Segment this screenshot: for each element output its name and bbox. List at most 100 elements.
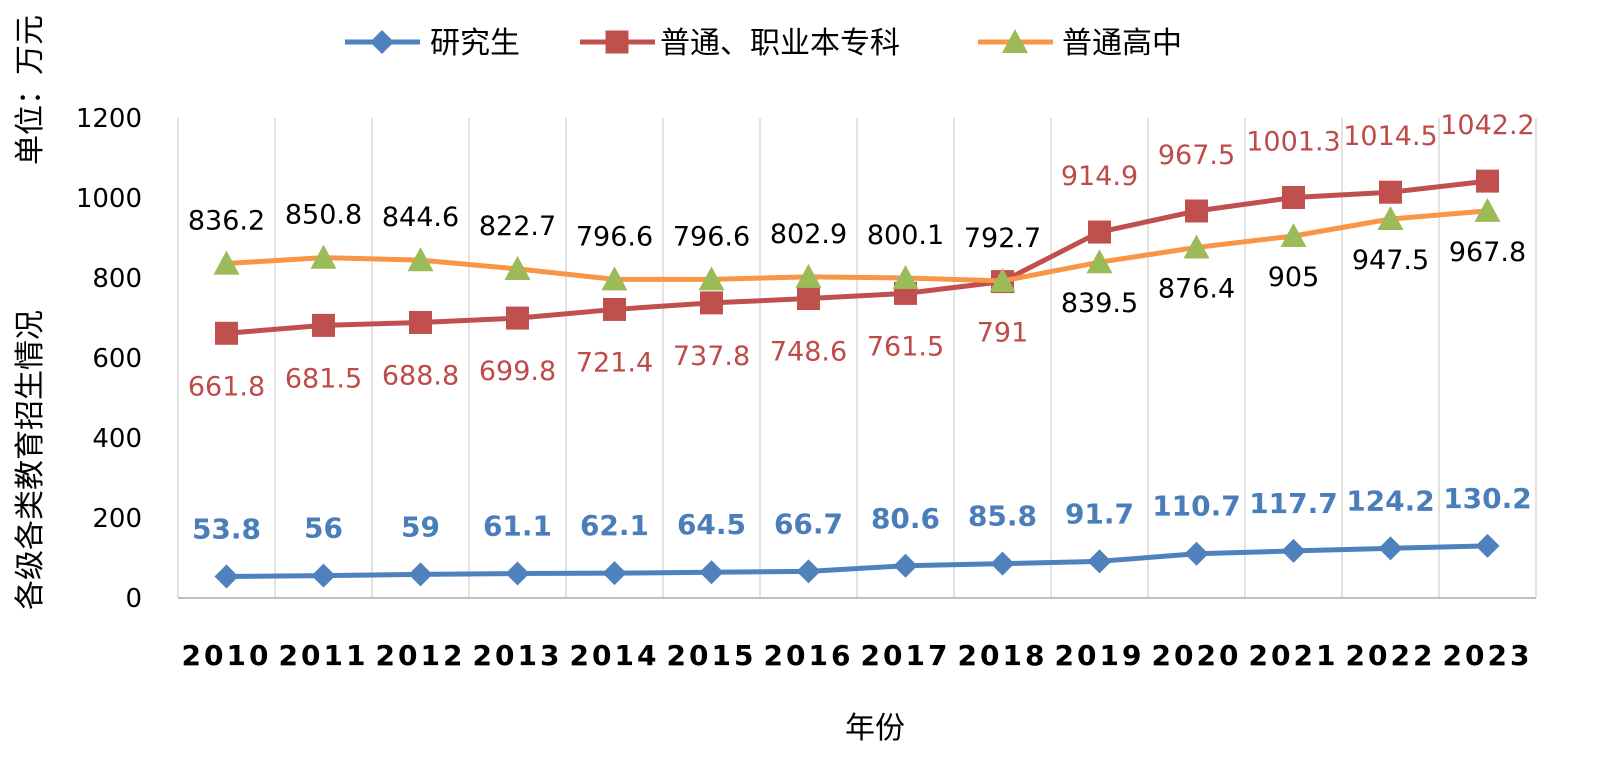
y-tick-label: 0 <box>125 584 142 614</box>
data-point-marker <box>797 287 820 311</box>
data-label: 64.5 <box>677 508 746 541</box>
x-tick-label: 2012 <box>376 639 466 672</box>
x-tick-label: 2010 <box>182 639 272 672</box>
legend-label: 普通、职业本专科 <box>660 26 900 61</box>
data-label: 850.8 <box>285 200 362 231</box>
data-point-marker <box>1183 234 1210 259</box>
data-point-marker <box>504 255 531 280</box>
data-label: 661.8 <box>188 371 265 402</box>
data-label: 130.2 <box>1443 482 1532 515</box>
x-tick-label: 2015 <box>667 639 757 672</box>
legend-swatch-marker <box>370 30 394 54</box>
data-label: 721.4 <box>576 347 653 378</box>
data-point-marker <box>1282 185 1305 209</box>
data-label: 947.5 <box>1352 245 1429 276</box>
x-tick-label: 2016 <box>764 639 854 672</box>
data-point-marker <box>700 291 723 315</box>
y-tick-label: 1200 <box>76 104 142 134</box>
data-point-marker <box>892 264 919 290</box>
y-tick-label: 600 <box>92 344 142 374</box>
legend-label: 普通高中 <box>1062 26 1182 61</box>
data-point-marker <box>602 561 627 586</box>
data-label: 1001.3 <box>1246 126 1340 157</box>
data-point-marker <box>1087 549 1112 574</box>
data-label: 62.1 <box>580 509 649 542</box>
data-label: 124.2 <box>1346 484 1435 517</box>
data-point-marker <box>1184 541 1209 566</box>
data-label: 802.9 <box>770 219 847 250</box>
x-tick-label: 2020 <box>1152 639 1242 672</box>
data-label: 59 <box>401 510 440 543</box>
data-point-marker <box>893 553 918 578</box>
data-point-marker <box>990 551 1015 576</box>
x-tick-label: 2018 <box>958 639 1048 672</box>
data-labels: 53.8 56 59 61.1 62.1 64.5 66.7 80.6 85.8 91.7 110.… <box>188 110 1535 545</box>
data-label: 796.6 <box>576 221 653 252</box>
data-point-marker <box>1281 538 1306 563</box>
data-label: 688.8 <box>382 360 459 391</box>
x-tick-label: 2011 <box>279 639 369 672</box>
data-label: 822.7 <box>479 211 556 242</box>
data-point-marker <box>214 564 239 589</box>
data-label: 737.8 <box>673 341 750 372</box>
data-label: 80.6 <box>871 502 940 535</box>
data-label: 56 <box>304 512 343 545</box>
data-label: 681.5 <box>285 363 362 394</box>
data-point-marker <box>1280 223 1307 248</box>
data-point-marker <box>1475 533 1500 558</box>
legend-item: 普通高中 <box>978 26 1182 61</box>
legend-item: 研究生 <box>345 26 520 61</box>
data-point-marker <box>699 560 724 585</box>
data-point-marker <box>409 310 432 334</box>
data-point-marker <box>1086 249 1113 274</box>
data-label: 748.6 <box>770 337 847 368</box>
data-label: 876.4 <box>1158 273 1235 304</box>
series-line <box>224 543 1490 579</box>
grid-lines <box>177 118 1537 598</box>
series-line <box>224 178 1490 336</box>
data-point-marker <box>989 267 1016 292</box>
data-point-marker <box>1379 180 1402 204</box>
x-axis-title: 年份 <box>845 711 905 746</box>
data-label: 914.9 <box>1061 161 1138 192</box>
data-label: 967.5 <box>1158 140 1235 171</box>
data-point-marker <box>796 559 821 584</box>
y-tick-label: 800 <box>92 264 142 294</box>
y-tick-label: 400 <box>92 424 142 454</box>
data-label: 1014.5 <box>1343 121 1437 152</box>
data-point-marker <box>312 313 335 337</box>
data-label: 839.5 <box>1061 288 1138 319</box>
legend-swatch-marker <box>605 30 629 54</box>
data-label: 791 <box>977 318 1029 349</box>
data-label: 117.7 <box>1249 487 1338 520</box>
data-point-marker <box>698 266 725 291</box>
x-tick-label: 2017 <box>861 639 951 672</box>
x-tick-label: 2014 <box>570 639 660 672</box>
data-point-marker <box>601 266 628 291</box>
data-label: 792.7 <box>964 223 1041 254</box>
series-line <box>224 208 1490 284</box>
x-tick-label: 2023 <box>1443 639 1533 672</box>
y-tick-label: 1000 <box>76 184 142 214</box>
data-point-marker <box>407 247 434 272</box>
data-label: 1042.2 <box>1440 110 1534 141</box>
data-point-marker <box>311 563 336 588</box>
data-point-marker <box>1088 220 1111 244</box>
legend-swatch-marker <box>1002 29 1028 54</box>
data-point-marker <box>506 306 529 330</box>
data-point-marker <box>1185 199 1208 223</box>
data-label: 91.7 <box>1065 497 1134 530</box>
data-label: 796.6 <box>673 221 750 252</box>
data-point-marker <box>215 321 238 345</box>
data-point-marker <box>310 244 337 269</box>
x-tick-label: 2022 <box>1346 639 1436 672</box>
data-label: 53.8 <box>192 512 261 545</box>
data-label: 110.7 <box>1152 490 1241 523</box>
data-point-marker <box>1476 169 1499 193</box>
x-tick-label: 2019 <box>1055 639 1145 672</box>
data-point-marker <box>603 297 626 321</box>
data-point-marker <box>505 561 530 586</box>
series-lines <box>213 169 1501 589</box>
